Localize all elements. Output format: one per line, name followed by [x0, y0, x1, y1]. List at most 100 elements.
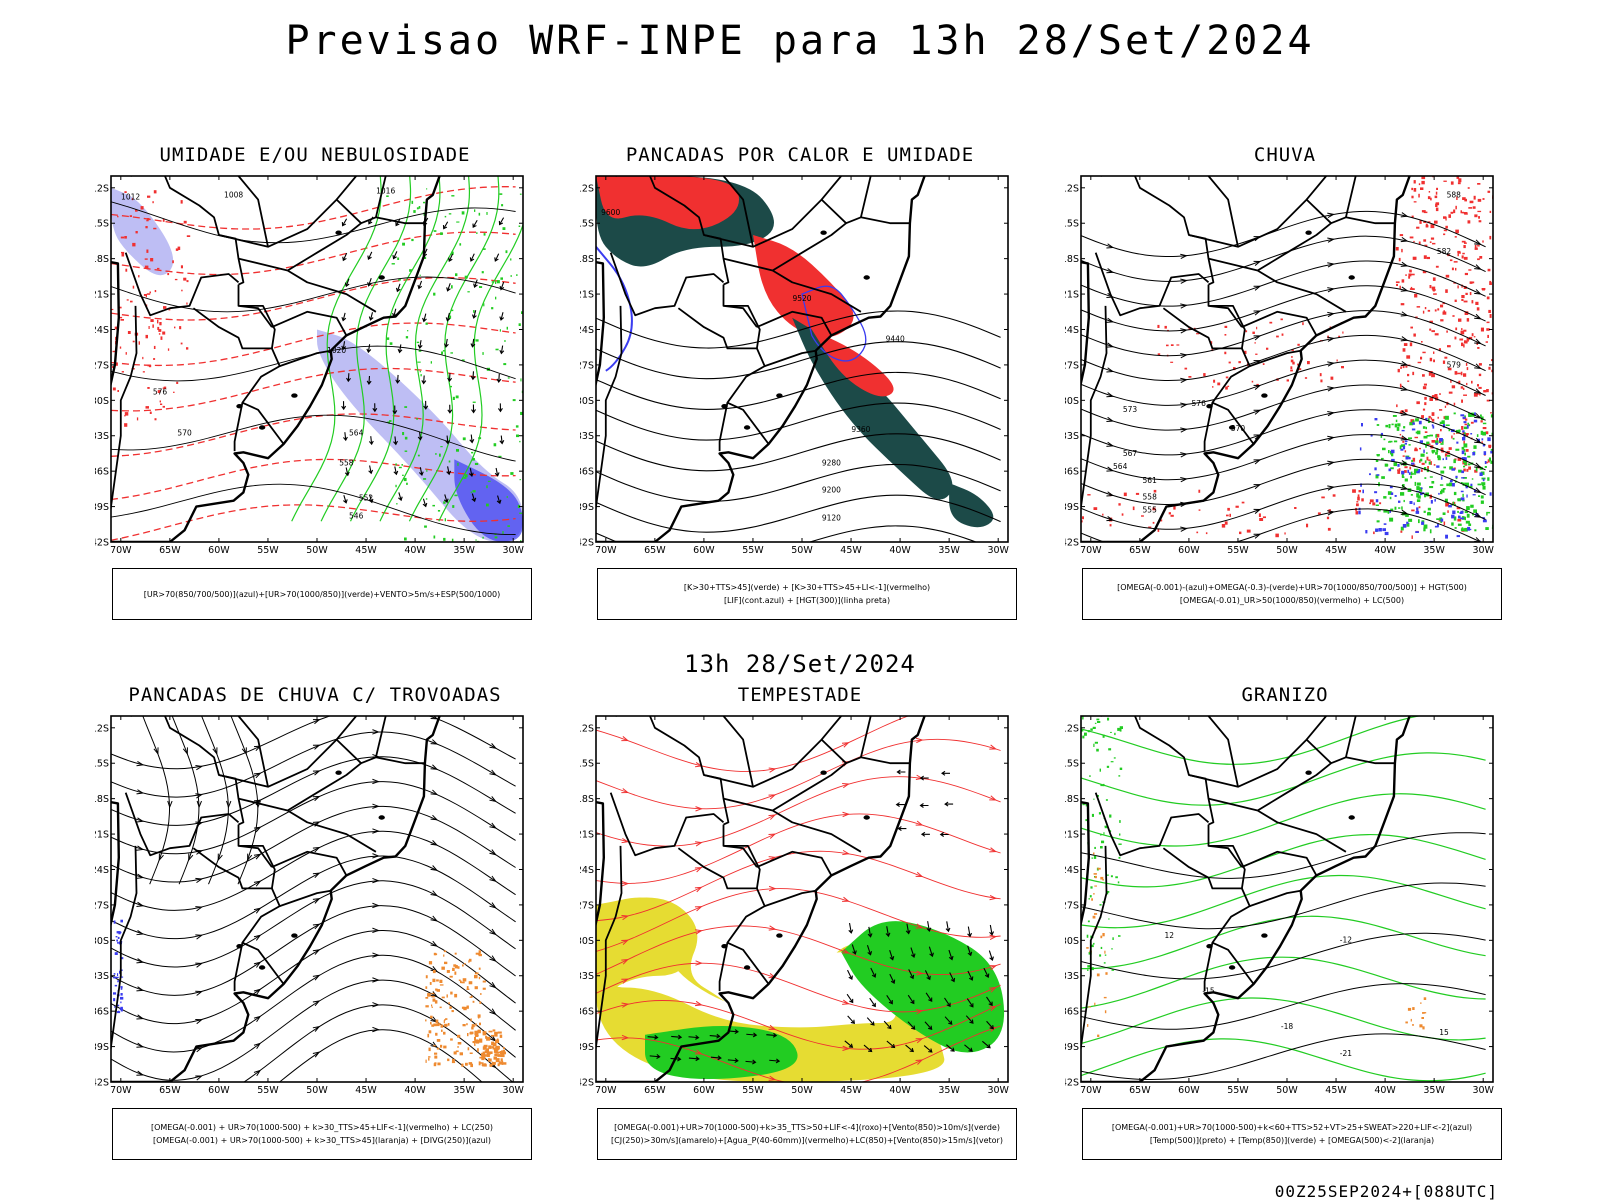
lon-tick-label: 65W [644, 1085, 666, 1096]
precip-speckle [1402, 348, 1406, 352]
streamline-arrow [430, 915, 439, 922]
omega-weak-speckle [1389, 510, 1391, 513]
thunderstorm-speckle [477, 1034, 479, 1037]
streamline-arrow [372, 877, 380, 884]
humidity-speckle [499, 193, 503, 195]
thunderstorm-speckle [482, 1031, 485, 1034]
streamline-arrow [1400, 286, 1409, 292]
lat-tick-label: 12S [580, 183, 594, 194]
border-line [756, 850, 833, 876]
omega-strong-speckle [1463, 465, 1466, 468]
precip-speckle [1455, 267, 1457, 271]
thunderstorm-speckle [434, 1000, 438, 1004]
precip-speckle [1118, 503, 1121, 506]
omega-strong-speckle [1381, 476, 1385, 479]
omega-speckle [1097, 1034, 1100, 1037]
streamline-arrow [489, 981, 497, 989]
precip-speckle [1439, 409, 1443, 411]
humidity-speckle [437, 510, 441, 512]
legend-line: [UR>70(850/700/500)](azul)+[UR>70(1000/8… [143, 589, 501, 599]
valid-time-title: 13h 28/Set/2024 [684, 650, 916, 678]
divergence-speckle [120, 996, 124, 1000]
precip-speckle [117, 215, 119, 218]
precip-speckle [1464, 311, 1469, 315]
precip-speckle [1306, 523, 1309, 528]
precip-speckle [1444, 356, 1448, 359]
precip-speckle [1469, 336, 1473, 340]
omega-speckle [1423, 1012, 1427, 1014]
humidity-speckle [483, 233, 486, 236]
thunderstorm-speckle [445, 1018, 448, 1020]
precip-speckle [1491, 369, 1493, 373]
streamline-arrow [695, 929, 703, 935]
lat-tick-label: 39S [1065, 502, 1079, 513]
precip-speckle [1290, 359, 1294, 363]
thunderstorm-speckle [488, 1058, 490, 1062]
streamline-arrow [768, 814, 777, 820]
streamline-arrow [312, 923, 321, 930]
humidity-speckle [391, 263, 395, 265]
omega-strong-speckle [1463, 443, 1468, 448]
wind-vector [905, 1044, 914, 1053]
streamline-arrow [153, 747, 159, 756]
thunderstorm-speckle [477, 1014, 481, 1018]
streamline-arrow [1327, 460, 1336, 466]
thunderstorm-speckle [469, 1032, 473, 1035]
divergence-speckle [113, 998, 116, 1002]
thunderstorm-speckle [434, 1052, 438, 1055]
temp-speckle [1113, 757, 1116, 759]
precip-speckle [149, 291, 151, 294]
precip-speckle [1478, 216, 1480, 219]
thunderstorm-speckle [432, 978, 436, 983]
humidity-speckle [499, 329, 501, 332]
streamline-arrow [768, 794, 777, 800]
streamline [171, 716, 200, 885]
thunderstorm-speckle [474, 986, 478, 990]
humidity-speckle [495, 281, 497, 284]
lon-tick-label: 35W [453, 1085, 475, 1096]
omega-strong-speckle [1429, 434, 1433, 437]
coastline [111, 716, 442, 1082]
omega-strong-speckle [1416, 430, 1421, 435]
lat-tick-label: 27S [580, 360, 594, 371]
precip-speckle [1297, 343, 1300, 346]
wind-vector [926, 921, 932, 933]
wind-vector [986, 996, 993, 1007]
contour-label: 9280 [822, 458, 841, 467]
lake [1348, 815, 1355, 820]
omega-weak-speckle [1481, 438, 1484, 441]
omega-strong-speckle [1469, 485, 1473, 488]
thunderstorm-speckle [466, 1023, 468, 1026]
omega-strong-speckle [1446, 455, 1451, 457]
border-line [192, 305, 276, 350]
divergence-speckle [120, 1006, 123, 1010]
precip-speckle [186, 235, 191, 237]
streamline [1081, 334, 1486, 382]
thickness-contour [111, 276, 516, 321]
omega-weak-speckle [1415, 531, 1419, 533]
precip-speckle [112, 366, 114, 368]
temp-850-contour [1081, 833, 1486, 888]
precip-speckle [1457, 457, 1462, 461]
wind-vector [470, 338, 476, 348]
border-line [756, 310, 833, 336]
precip-speckle [1445, 502, 1449, 507]
omega-strong-speckle [1390, 467, 1394, 470]
lat-tick-label: 42S [95, 1078, 109, 1089]
divergence-speckle [114, 1006, 116, 1008]
humidity-speckle [456, 221, 460, 223]
temp-500-contour [1081, 832, 1486, 879]
wind-vector [367, 251, 373, 261]
thunderstorm-speckle [433, 1063, 437, 1067]
thunderstorm-speckle [491, 1046, 495, 1049]
pressure-contour [111, 483, 516, 536]
streamline-arrow [1180, 352, 1188, 359]
pressure-contour [111, 201, 516, 244]
streamline [596, 776, 1001, 847]
precip-speckle [1196, 531, 1199, 534]
border-line [615, 716, 730, 826]
omega-strong-speckle [1375, 459, 1379, 462]
omega-strong-speckle [1380, 433, 1383, 438]
precip-speckle [1469, 200, 1474, 204]
omega-weak-speckle [1415, 511, 1420, 514]
